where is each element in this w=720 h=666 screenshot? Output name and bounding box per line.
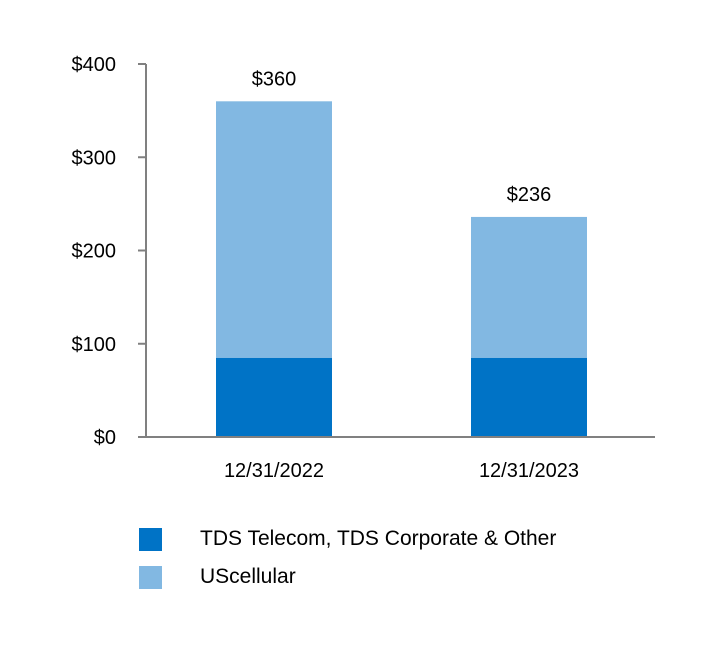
- legend-swatch-uscellular: [139, 565, 162, 589]
- y-tick-label: $0: [94, 427, 116, 449]
- y-tick-label: $200: [72, 241, 117, 263]
- bar-segment-uscellular-0: [216, 101, 332, 358]
- y-tick-label: $400: [72, 54, 117, 76]
- legend-item-uscellular: UScellular: [139, 558, 556, 596]
- y-tick-label: $300: [72, 147, 117, 169]
- y-tick-label: $100: [72, 334, 117, 356]
- legend-item-tds: TDS Telecom, TDS Corporate & Other: [139, 520, 556, 558]
- x-category-label: 12/31/2022: [224, 460, 324, 482]
- legend-swatch-tds: [139, 527, 162, 551]
- y-ticks-group: $0 $100 $200 $300 $400: [72, 54, 146, 449]
- legend-label-tds: TDS Telecom, TDS Corporate & Other: [200, 527, 557, 550]
- bars-group: [216, 101, 587, 437]
- total-label: $360: [252, 68, 297, 90]
- total-label: $236: [507, 184, 552, 206]
- legend-label-uscellular: UScellular: [200, 565, 296, 588]
- legend: TDS Telecom, TDS Corporate & Other UScel…: [139, 520, 556, 596]
- x-labels-group: 12/31/2022 12/31/2023: [224, 460, 579, 482]
- bar-segment-tds-0: [216, 357, 332, 437]
- total-labels-group: $360 $236: [252, 68, 552, 206]
- x-category-label: 12/31/2023: [479, 460, 579, 482]
- bar-segment-uscellular-1: [471, 216, 587, 358]
- bar-segment-tds-1: [471, 357, 587, 437]
